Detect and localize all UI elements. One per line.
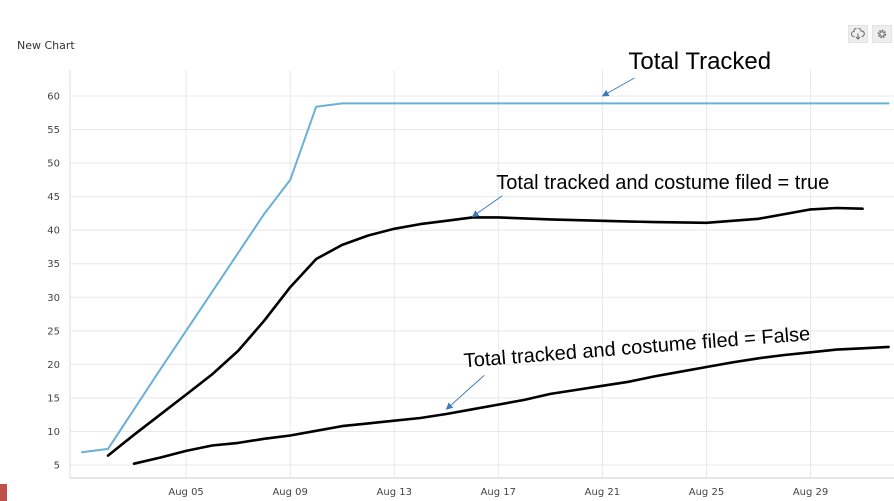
chart-title: New Chart (17, 39, 75, 52)
series-line-total (81, 102, 890, 454)
y-tick-label: 40 (47, 226, 60, 237)
y-tick-label: 35 (47, 259, 60, 270)
x-tick-label: Aug 21 (585, 487, 620, 498)
y-tick-label: 20 (47, 360, 60, 371)
annotation-arrow (471, 195, 503, 218)
x-tick-label: Aug 05 (168, 487, 203, 498)
y-tick-label: 15 (47, 393, 60, 404)
y-tick-label: 30 (47, 293, 60, 304)
annotation-arrow (445, 374, 485, 410)
series (81, 102, 890, 465)
y-tick-label: 5 (54, 461, 60, 472)
x-tick-label: Aug 17 (481, 487, 516, 498)
settings-button[interactable] (872, 25, 892, 43)
gear-icon (877, 29, 887, 39)
x-tick-label: Aug 09 (272, 487, 307, 498)
y-tick-label: 55 (47, 125, 60, 136)
annotations: Total Tracked Total tracked and costume f… (445, 48, 829, 410)
series-line-costume-true (106, 206, 864, 457)
y-tick-label: 10 (47, 427, 60, 438)
chart-toolbar (848, 25, 892, 43)
y-tick-label: 25 (47, 326, 60, 337)
x-tick-label: Aug 13 (377, 487, 412, 498)
download-button[interactable] (848, 25, 868, 43)
cloud-download-icon (851, 28, 865, 40)
grid (69, 70, 894, 479)
x-tick-label: Aug 25 (689, 487, 724, 498)
corner-marker (0, 484, 7, 501)
y-tick-label: 45 (47, 192, 60, 203)
y-tick-label: 50 (47, 159, 60, 170)
annotation-label-costume-true: Total tracked and costume filed = true (496, 172, 829, 194)
series-line-costume-false (132, 345, 890, 465)
axes: 5 10 15 20 25 30 35 40 45 50 55 60 Aug 05 Aug 09 Aug 1… (47, 92, 828, 499)
annotation-arrow (601, 77, 635, 97)
annotation-label-total: Total Tracked (628, 48, 771, 75)
y-tick-label: 60 (47, 92, 60, 103)
x-tick-label: Aug 29 (793, 487, 828, 498)
